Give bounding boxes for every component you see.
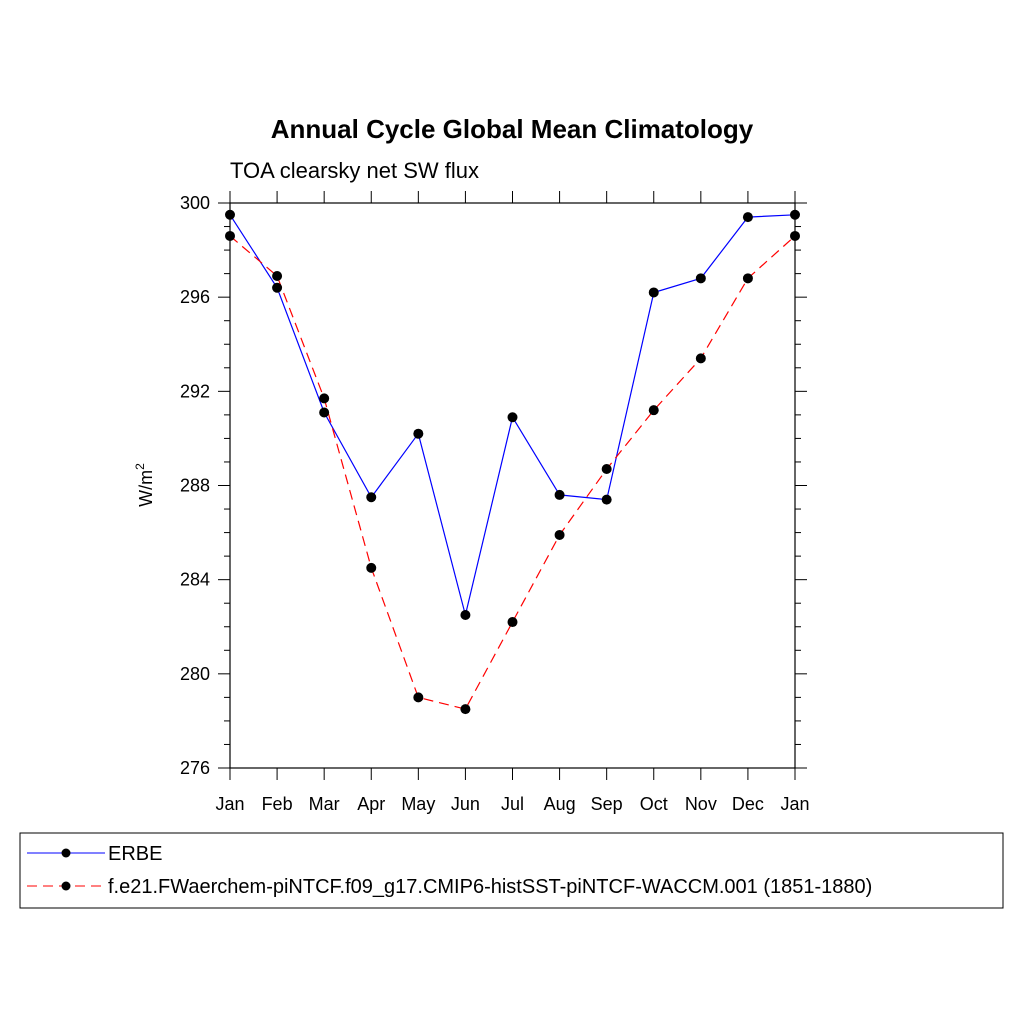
series-0-point: [648, 287, 659, 298]
x-tick-label: Sep: [591, 794, 623, 814]
y-tick-label: 292: [180, 381, 210, 401]
y-axis-label-superscript: 2: [133, 463, 147, 470]
y-tick-label: 296: [180, 287, 210, 307]
series-markers: [225, 209, 800, 715]
legend: ERBE f.e21.FWaerchem-piNTCF.f09_g17.CMIP…: [19, 832, 1004, 909]
x-tick-label: Jun: [451, 794, 480, 814]
x-tick-label: Feb: [262, 794, 293, 814]
series-1-point: [225, 230, 235, 241]
x-tick-label: Oct: [640, 794, 668, 814]
series-0-point: [790, 209, 800, 220]
series-1-point: [507, 617, 518, 628]
chart-subtitle: TOA clearsky net SW flux: [230, 158, 479, 183]
x-tick-label: Nov: [685, 794, 717, 814]
x-tick-label: May: [401, 794, 435, 814]
legend-label-erbe: ERBE: [108, 843, 162, 865]
y-axis-label-text: W/m: [136, 470, 156, 507]
chart-title: Annual Cycle Global Mean Climatology: [271, 114, 754, 144]
plot-frame: [229, 202, 796, 769]
series-0-point: [554, 489, 565, 500]
series-0-point: [460, 609, 471, 620]
series-0-point: [742, 212, 753, 223]
legend-label-model: f.e21.FWaerchem-piNTCF.f09_g17.CMIP6-his…: [108, 876, 872, 898]
series-1-point: [366, 562, 377, 573]
y-tick-label: 284: [180, 570, 210, 590]
series-1-point: [695, 353, 706, 364]
series-0-point: [272, 282, 283, 293]
series-1-point: [554, 529, 565, 540]
series-1-point: [601, 464, 612, 475]
y-tick-label: 276: [180, 758, 210, 778]
legend-marker-erbe: [61, 848, 71, 858]
series-0-point: [601, 494, 612, 505]
series-1-point: [272, 270, 283, 281]
series-1-point: [648, 405, 659, 416]
y-tick-label: 288: [180, 476, 210, 496]
axis-tick-labels: 276 280 284 288 292 296 300 Jan Feb Mar Apr May Jun J…: [180, 193, 810, 814]
series-0-point: [319, 407, 330, 418]
series-0-point: [695, 273, 706, 284]
svg-text:W/m2: W/m2: [133, 463, 156, 507]
series-1-point: [460, 704, 471, 715]
series-1-point: [790, 230, 800, 241]
x-tick-label: Jan: [215, 794, 244, 814]
x-tick-label: Jan: [780, 794, 809, 814]
x-tick-label: Dec: [732, 794, 764, 814]
y-axis-label: W/m2: [133, 463, 156, 507]
x-tick-label: Apr: [357, 794, 385, 814]
series-0-point: [366, 492, 377, 503]
series-0-point: [507, 412, 518, 423]
series-0-point: [413, 428, 424, 439]
axis-ticks: [218, 191, 807, 780]
x-tick-label: Jul: [501, 794, 524, 814]
legend-box: [19, 832, 1004, 909]
x-tick-label: Aug: [544, 794, 576, 814]
series-1-point: [413, 692, 424, 703]
x-tick-label: Mar: [309, 794, 340, 814]
legend-marker-model: [61, 881, 71, 891]
series-1-point: [742, 273, 753, 284]
series-0-point: [225, 209, 235, 220]
series-line-1: [229, 235, 796, 710]
y-tick-label: 300: [180, 193, 210, 213]
y-tick-label: 280: [180, 664, 210, 684]
series-1-point: [319, 393, 330, 404]
series-lines: [229, 214, 796, 710]
